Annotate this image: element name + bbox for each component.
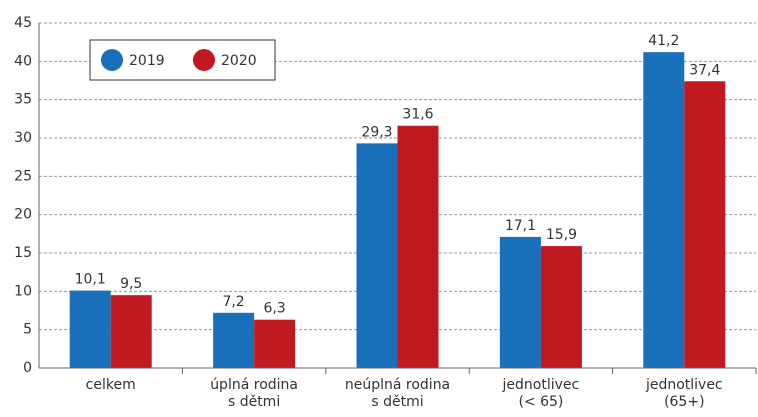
value-label: 17,1 bbox=[505, 218, 536, 234]
x-tick-label: jednotlivec bbox=[502, 377, 580, 393]
bar bbox=[356, 143, 398, 368]
bar bbox=[540, 246, 582, 368]
legend-swatch bbox=[101, 49, 123, 71]
legend-label: 2019 bbox=[129, 53, 165, 69]
x-tick-label: úplná rodina bbox=[210, 377, 298, 393]
value-label: 6,3 bbox=[263, 301, 285, 317]
y-tick-label: 5 bbox=[23, 322, 32, 338]
y-tick-label: 35 bbox=[14, 92, 32, 108]
y-tick-label: 10 bbox=[14, 283, 32, 299]
value-label: 29,3 bbox=[361, 124, 392, 140]
legend-swatch bbox=[193, 49, 215, 71]
y-tick-label: 15 bbox=[14, 245, 32, 261]
legend-label: 2020 bbox=[221, 53, 257, 69]
x-tick-label: jednotlivec bbox=[645, 377, 723, 393]
value-label: 15,9 bbox=[546, 227, 577, 243]
bar bbox=[213, 312, 255, 368]
value-label: 7,2 bbox=[222, 294, 244, 310]
bar bbox=[397, 125, 439, 368]
bar bbox=[110, 295, 152, 368]
bar bbox=[254, 319, 296, 368]
bar bbox=[499, 236, 541, 368]
y-tick-label: 25 bbox=[14, 168, 32, 184]
bar bbox=[643, 52, 685, 369]
bar bbox=[69, 290, 111, 368]
legend-box bbox=[89, 39, 276, 81]
x-tick-label: s dětmi bbox=[371, 394, 423, 410]
x-tick-label: s dětmi bbox=[228, 394, 280, 410]
y-tick-label: 20 bbox=[14, 207, 32, 223]
value-label: 31,6 bbox=[402, 107, 433, 123]
bar bbox=[684, 81, 726, 369]
y-tick-label: 40 bbox=[14, 53, 32, 69]
value-label: 10,1 bbox=[75, 272, 106, 288]
x-tick-label: (65+) bbox=[664, 394, 704, 410]
x-tick-label: celkem bbox=[86, 377, 136, 393]
value-label: 37,4 bbox=[689, 62, 720, 78]
y-tick-label: 45 bbox=[14, 15, 32, 31]
y-tick-label: 30 bbox=[14, 130, 32, 146]
x-tick-label: (< 65) bbox=[518, 394, 563, 410]
y-tick-label: 0 bbox=[23, 360, 32, 376]
value-label: 9,5 bbox=[120, 276, 142, 292]
x-tick-label: neúplná rodina bbox=[345, 377, 450, 393]
value-label: 41,2 bbox=[648, 33, 679, 49]
